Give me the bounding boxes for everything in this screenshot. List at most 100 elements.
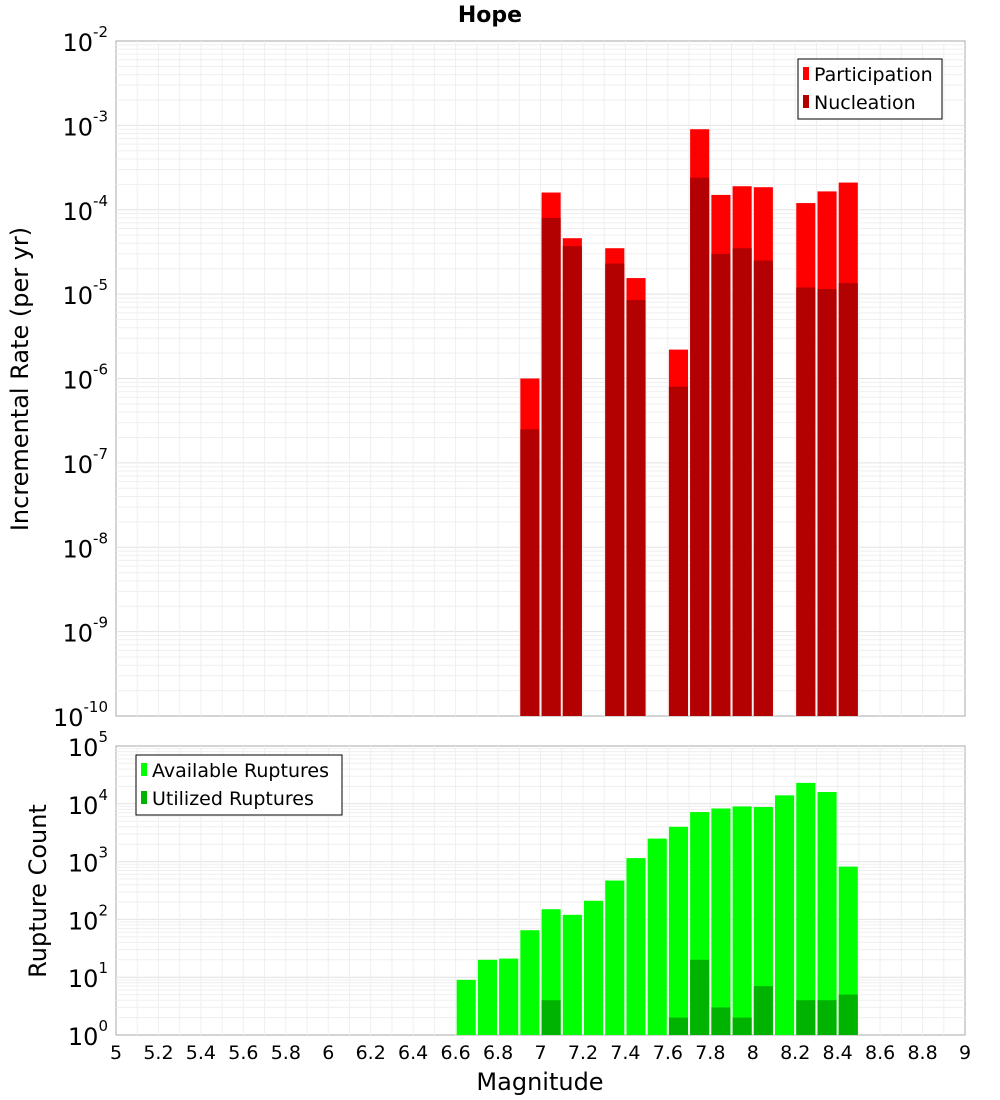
x-tick-label: 6.8 bbox=[483, 1042, 513, 1064]
legend-label: Participation bbox=[814, 64, 933, 86]
top-grid bbox=[116, 41, 965, 716]
top-bars bbox=[520, 129, 858, 717]
y-tick-label: 105 bbox=[68, 728, 108, 762]
y-tick-label: 10-7 bbox=[62, 445, 108, 479]
bar-available-ruptures bbox=[753, 807, 773, 1035]
y-tick-label: 100 bbox=[68, 1017, 108, 1051]
legend-label: Nucleation bbox=[814, 92, 916, 114]
bar-nucleation bbox=[817, 289, 837, 716]
bar-nucleation bbox=[690, 177, 710, 716]
bar-available-ruptures bbox=[817, 792, 837, 1035]
bar-available-ruptures bbox=[520, 930, 540, 1035]
top-y-axis-label: Incremental Rate (per yr) bbox=[6, 227, 34, 531]
x-tick-label: 7.6 bbox=[653, 1042, 683, 1064]
chart-title: Hope bbox=[458, 3, 522, 28]
bar-utilized-ruptures bbox=[796, 1000, 816, 1035]
x-tick-label: 5.8 bbox=[271, 1042, 301, 1064]
y-tick-label: 10-3 bbox=[62, 107, 108, 141]
x-tick-label: 6.2 bbox=[356, 1042, 386, 1064]
x-tick-label: 6.4 bbox=[398, 1042, 428, 1064]
legend-swatch bbox=[141, 763, 147, 776]
bar-available-ruptures bbox=[775, 795, 795, 1035]
y-tick-label: 10-2 bbox=[62, 23, 108, 57]
y-tick-label: 10-5 bbox=[62, 276, 108, 310]
y-tick-label: 10-6 bbox=[62, 361, 108, 395]
x-tick-label: 6.6 bbox=[440, 1042, 470, 1064]
bar-utilized-ruptures bbox=[711, 1007, 731, 1035]
legend-box bbox=[797, 58, 943, 120]
x-tick-label: 8 bbox=[747, 1042, 759, 1064]
bar-utilized-ruptures bbox=[838, 994, 858, 1035]
incremental-rate-panel: 10-10 10-9 10-8 10-7 10-6 10-5 10-4 10-3 10-2 In… bbox=[6, 23, 966, 732]
bar-nucleation bbox=[541, 217, 561, 716]
bar-available-ruptures bbox=[711, 808, 731, 1035]
bar-utilized-ruptures bbox=[817, 1000, 837, 1035]
bottom-grid bbox=[116, 746, 965, 1035]
bar-nucleation bbox=[796, 287, 816, 716]
y-tick-label: 10-8 bbox=[62, 529, 108, 563]
legend-label: Available Ruptures bbox=[152, 760, 329, 782]
bar-available-ruptures bbox=[605, 880, 625, 1035]
x-tick-label: 5.4 bbox=[186, 1042, 216, 1064]
bottom-y-tick-labels: 100 101 102 103 104 105 bbox=[68, 728, 108, 1051]
y-tick-label: 102 bbox=[68, 901, 108, 935]
bar-available-ruptures bbox=[477, 959, 497, 1035]
legend-label: Utilized Ruptures bbox=[152, 788, 314, 810]
bar-nucleation bbox=[668, 386, 689, 716]
y-tick-label: 101 bbox=[68, 959, 108, 993]
bar-utilized-ruptures bbox=[732, 1017, 752, 1035]
bar-nucleation bbox=[753, 260, 773, 716]
bar-nucleation bbox=[562, 246, 582, 716]
bar-available-ruptures bbox=[732, 806, 752, 1035]
legend-swatch bbox=[803, 67, 809, 80]
bar-nucleation bbox=[520, 429, 540, 716]
bar-nucleation bbox=[626, 300, 646, 716]
bottom-legend: Available Ruptures Utilized Ruptures bbox=[135, 754, 343, 816]
x-tick-label: 7 bbox=[534, 1042, 546, 1064]
bar-available-ruptures bbox=[456, 979, 476, 1035]
x-axis-label: Magnitude bbox=[476, 1068, 603, 1096]
x-tick-label: 7.8 bbox=[695, 1042, 725, 1064]
x-tick-label: 8.4 bbox=[823, 1042, 853, 1064]
bar-utilized-ruptures bbox=[668, 1017, 689, 1035]
bar-available-ruptures bbox=[626, 858, 646, 1035]
bar-nucleation bbox=[605, 263, 625, 716]
x-tick-label: 5.2 bbox=[143, 1042, 173, 1064]
y-tick-label: 104 bbox=[68, 786, 108, 820]
y-tick-label: 10-10 bbox=[53, 698, 108, 732]
bar-utilized-ruptures bbox=[541, 1000, 561, 1035]
y-tick-label: 10-9 bbox=[62, 614, 108, 648]
bar-utilized-ruptures bbox=[753, 986, 773, 1035]
bar-available-ruptures bbox=[584, 900, 604, 1035]
bar-available-ruptures bbox=[668, 826, 689, 1035]
x-tick-label: 8.6 bbox=[865, 1042, 895, 1064]
x-tick-label: 8.8 bbox=[907, 1042, 937, 1064]
bottom-y-axis-label: Rupture Count bbox=[24, 804, 52, 978]
x-tick-label: 8.2 bbox=[780, 1042, 810, 1064]
top-y-tick-labels: 10-10 10-9 10-8 10-7 10-6 10-5 10-4 10-3 10-2 bbox=[53, 23, 108, 732]
bottom-bars bbox=[456, 782, 858, 1035]
legend-swatch bbox=[803, 95, 809, 108]
bar-available-ruptures bbox=[838, 866, 858, 1035]
x-tick-label: 9 bbox=[959, 1042, 971, 1064]
bar-available-ruptures bbox=[647, 838, 667, 1035]
bar-available-ruptures bbox=[796, 782, 816, 1035]
bar-nucleation bbox=[711, 253, 731, 716]
top-legend: Participation Nucleation bbox=[797, 58, 943, 120]
legend-swatch bbox=[141, 791, 147, 804]
x-tick-label: 5 bbox=[110, 1042, 122, 1064]
x-tick-label: 6 bbox=[322, 1042, 334, 1064]
x-tick-labels: 5 5.2 5.4 5.6 5.8 6 6.2 6.4 6.6 6.8 7 7.2 7.4 7.6 7.8 8… bbox=[110, 1042, 971, 1064]
bar-nucleation bbox=[838, 283, 858, 716]
bar-utilized-ruptures bbox=[690, 959, 710, 1035]
bar-available-ruptures bbox=[562, 914, 582, 1035]
legend-box bbox=[135, 754, 343, 816]
y-tick-label: 103 bbox=[68, 844, 108, 878]
y-tick-label: 10-4 bbox=[62, 192, 108, 226]
x-tick-label: 7.2 bbox=[568, 1042, 598, 1064]
bar-available-ruptures bbox=[499, 958, 519, 1035]
x-tick-label: 5.6 bbox=[228, 1042, 258, 1064]
rupture-count-panel: 100 101 102 103 104 105 5 5.2 5.4 5.6 5.8 6 6.2 6.4 6… bbox=[24, 728, 971, 1096]
x-tick-label: 7.4 bbox=[610, 1042, 640, 1064]
